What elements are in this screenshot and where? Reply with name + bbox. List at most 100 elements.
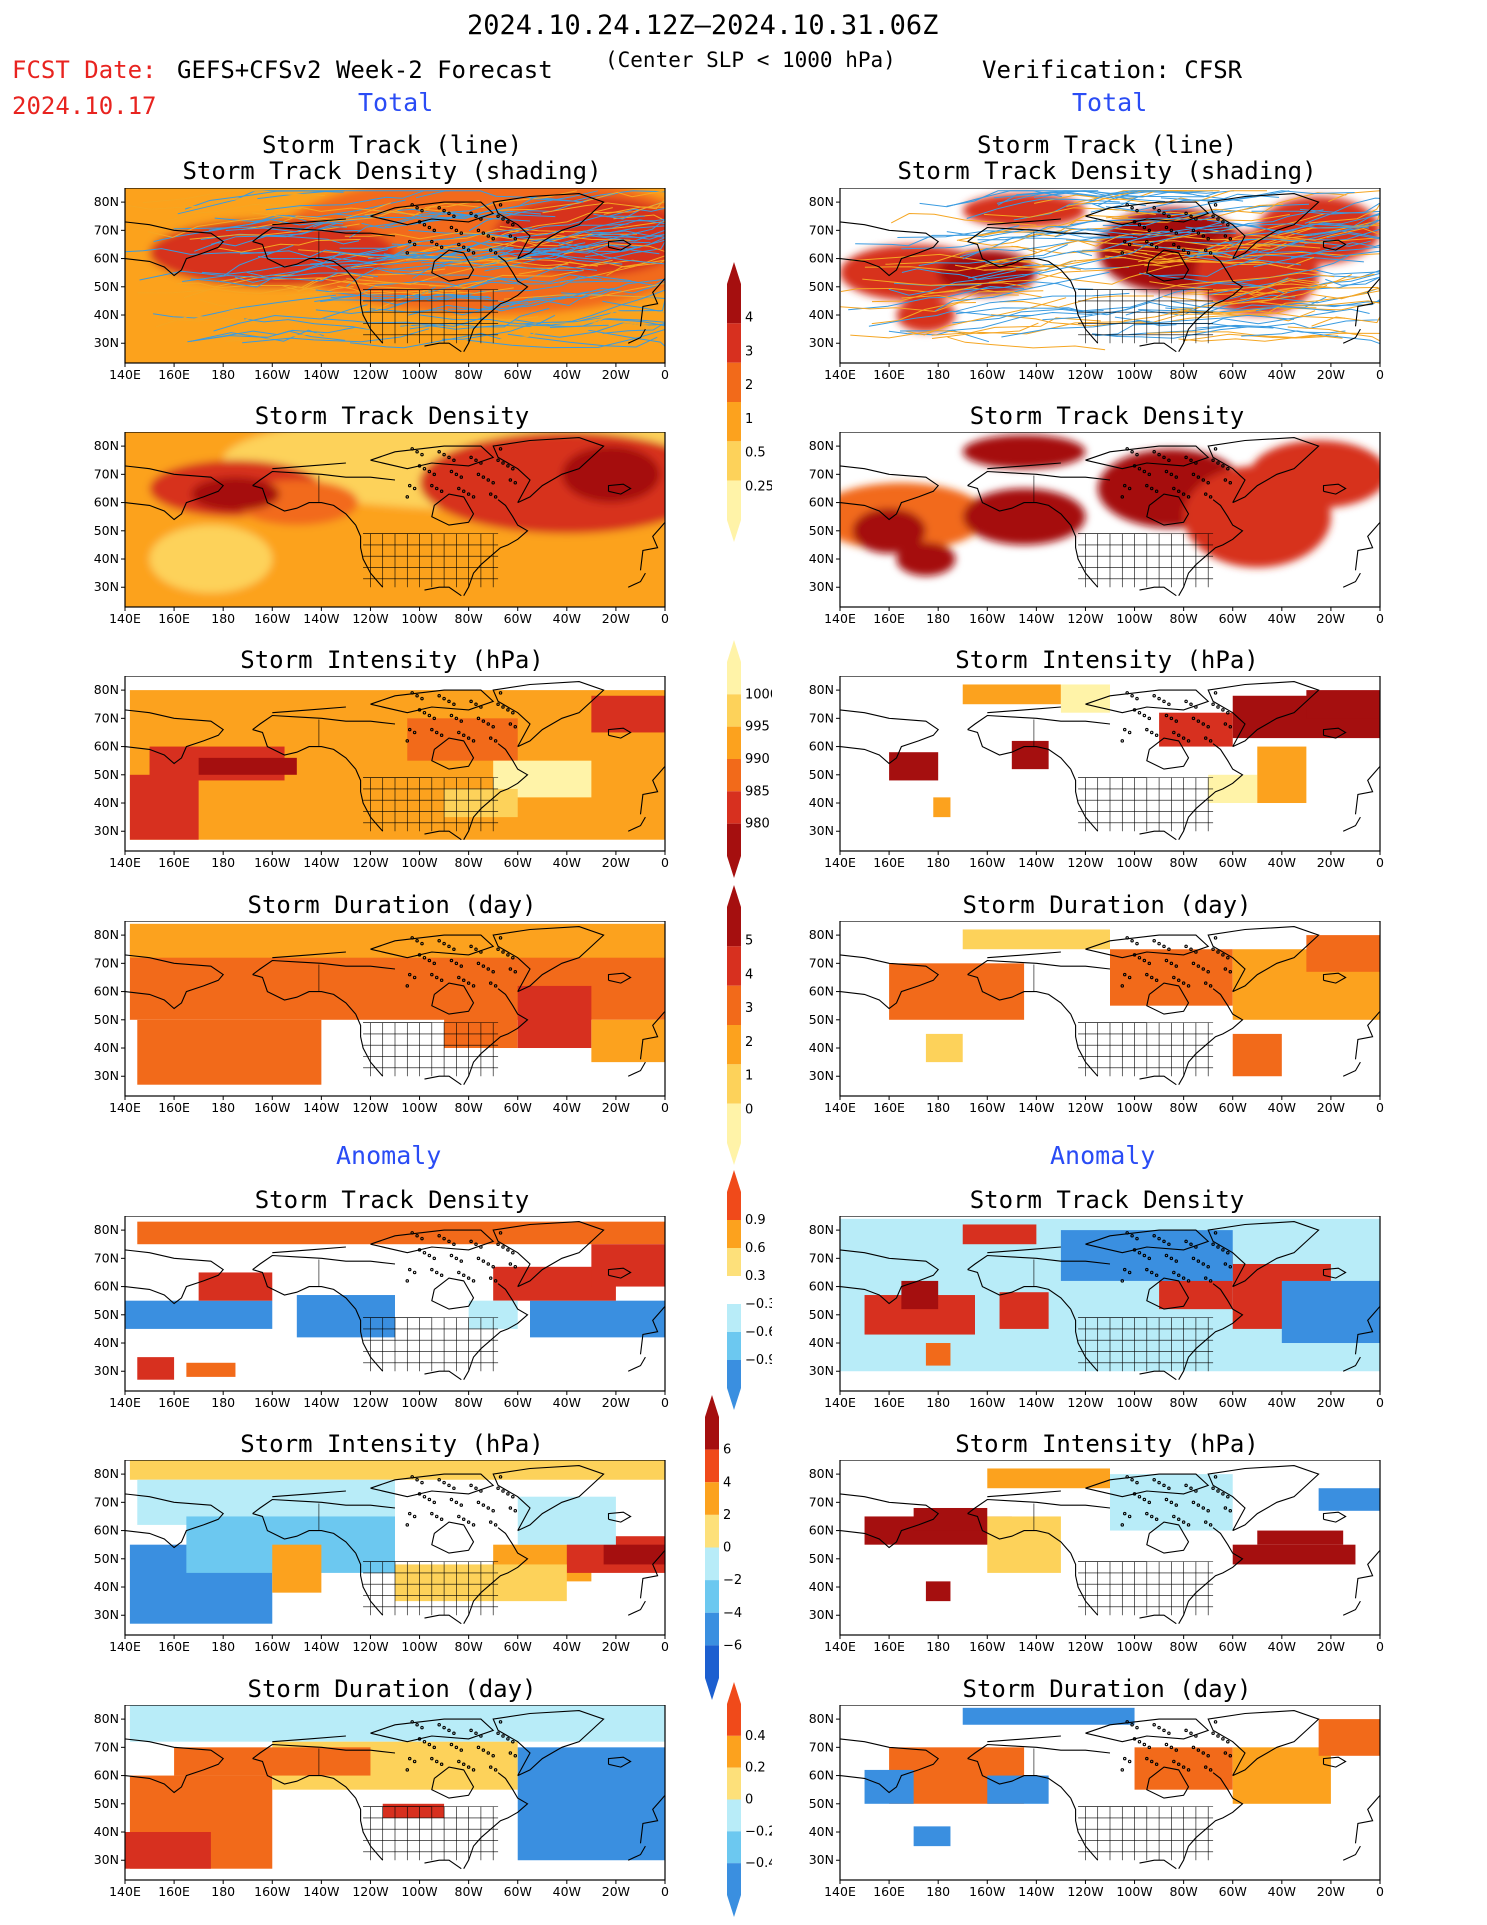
colorbar-svg: 1000 995 990 985 980 <box>727 640 778 878</box>
x-tick-label: 0 <box>1376 1100 1384 1115</box>
section-total-left: Total <box>358 88 434 117</box>
colorbar-density-anom: 0.9 0.6 0.3 −0.3 −0.6 −0.9 <box>712 1170 777 1410</box>
colorbar-top-arrow <box>727 885 741 907</box>
colorbar-swatch <box>705 1514 719 1548</box>
x-tick-label: 120W <box>352 611 388 626</box>
panel-title-density-anom-right: Storm Track Density <box>969 1186 1245 1214</box>
colorbar-label: 0 <box>745 1793 753 1808</box>
y-tick-label: 80N <box>94 1711 119 1726</box>
colorbar-top-arrow <box>727 1682 741 1704</box>
x-tick-label: 120W <box>1067 855 1103 870</box>
x-tick-label: 80W <box>455 367 483 382</box>
panel-title-density-anom-left: Storm Track Density <box>254 1186 530 1214</box>
x-tick-label: 140W <box>303 367 339 382</box>
colorbar-label: −4 <box>723 1606 742 1621</box>
fcst-date-value: 2024.10.17 <box>12 92 157 120</box>
x-tick-label: 180 <box>211 367 235 382</box>
x-tick-label: 60W <box>1219 1639 1247 1654</box>
x-tick-label: 100W <box>1116 611 1152 626</box>
x-tick-label: 160E <box>873 611 905 626</box>
x-tick-label: 80W <box>455 1100 483 1115</box>
colorbar-swatch <box>705 1482 719 1515</box>
x-tick-label: 160E <box>873 1639 905 1654</box>
y-tick-label: 40N <box>94 1040 119 1055</box>
map-svg: 140E 160E 180 160W 140W 120W 100W 80W 60W 40W 20W 0… <box>94 187 669 382</box>
colorbar-swatch <box>727 823 741 856</box>
x-tick-label: 0 <box>1376 1395 1384 1410</box>
colorbar-label: 5 <box>745 934 753 949</box>
colorbar-swatch <box>727 1064 741 1104</box>
y-tick-label: 70N <box>809 1494 834 1509</box>
y-tick-label: 60N <box>94 739 119 754</box>
x-tick-label: 0 <box>661 367 669 382</box>
colorbar-bottom-arrow <box>727 520 741 542</box>
x-tick-label: 100W <box>1116 855 1152 870</box>
x-tick-label: 160E <box>158 1100 190 1115</box>
colorbar-swatch <box>705 1449 719 1483</box>
map-svg: 140E 160E 180 160W 140W 120W 100W 80W 60W 40W 20W 0… <box>94 920 669 1115</box>
x-tick-label: 140E <box>109 1100 141 1115</box>
x-tick-label: 20W <box>1317 367 1345 382</box>
model-label: GEFS+CFSv2 Week-2 Forecast <box>177 56 553 84</box>
x-tick-label: 140E <box>824 1639 856 1654</box>
x-tick-label: 140W <box>1018 611 1054 626</box>
colorbar-top-arrow <box>727 1170 741 1192</box>
x-tick-label: 60W <box>504 1395 532 1410</box>
x-tick-label: 180 <box>211 611 235 626</box>
y-tick-label: 30N <box>809 1363 834 1378</box>
x-tick-label: 140W <box>1018 1884 1054 1899</box>
colorbar-duration-total: 5 4 3 2 1 0 <box>712 885 772 1165</box>
colorbar-swatch <box>727 759 741 792</box>
map-svg: 140E 160E 180 160W 140W 120W 100W 80W 60W 40W 20W 0… <box>809 187 1384 382</box>
colorbar-swatch <box>727 1704 741 1736</box>
y-tick-label: 70N <box>94 1250 119 1265</box>
colorbar-label: −0.6 <box>745 1325 772 1340</box>
x-tick-label: 160E <box>873 367 905 382</box>
map-duration-anom-left: 140E 160E 180 160W 140W 120W 100W 80W 60W 40W 20W 0… <box>80 1704 670 1900</box>
section-anomaly-right: Anomaly <box>1050 1141 1156 1170</box>
map-svg: 140E 160E 180 160W 140W 120W 100W 80W 60W 40W 20W 0… <box>94 431 669 626</box>
colorbar-label: 4 <box>745 311 753 326</box>
colorbar-swatch <box>727 480 741 520</box>
x-tick-label: 120W <box>352 367 388 382</box>
y-tick-label: 40N <box>94 1824 119 1839</box>
y-tick-label: 40N <box>809 551 834 566</box>
x-tick-label: 20W <box>1317 1639 1345 1654</box>
colorbar-swatch <box>727 1276 741 1304</box>
x-tick-label: 100W <box>401 855 437 870</box>
x-tick-label: 140E <box>109 1639 141 1654</box>
colorbar-label: 2 <box>745 1035 753 1050</box>
x-tick-label: 160W <box>969 611 1005 626</box>
colorbar-swatch <box>727 284 741 324</box>
x-tick-label: 80W <box>455 1395 483 1410</box>
map-density-anom-left: 140E 160E 180 160W 140W 120W 100W 80W 60W 40W 20W 0… <box>80 1215 670 1411</box>
y-tick-label: 40N <box>94 551 119 566</box>
colorbar-swatch <box>705 1417 719 1450</box>
x-tick-label: 160W <box>969 1884 1005 1899</box>
map-track-right: 140E 160E 180 160W 140W 120W 100W 80W 60W 40W 20W 0… <box>795 187 1385 383</box>
y-tick-label: 60N <box>809 984 834 999</box>
x-tick-label: 0 <box>661 1884 669 1899</box>
x-tick-label: 80W <box>1170 367 1198 382</box>
x-tick-label: 100W <box>1116 1639 1152 1654</box>
x-tick-label: 0 <box>661 1100 669 1115</box>
x-tick-label: 60W <box>1219 855 1247 870</box>
x-tick-label: 60W <box>504 611 532 626</box>
x-tick-label: 80W <box>1170 855 1198 870</box>
x-tick-label: 20W <box>1317 855 1345 870</box>
y-tick-label: 80N <box>94 1466 119 1481</box>
colorbar-bottom-arrow <box>727 856 741 878</box>
colorbar-svg: 6 4 2 0 −2 −4 −6 <box>705 1395 742 1700</box>
x-tick-label: 140W <box>303 855 339 870</box>
x-tick-label: 0 <box>661 855 669 870</box>
x-tick-label: 160E <box>158 1884 190 1899</box>
colorbar-swatch <box>727 791 741 824</box>
colorbar-bottom-arrow <box>727 1895 741 1917</box>
colorbar-label: −0.3 <box>745 1297 772 1312</box>
y-tick-label: 60N <box>94 1768 119 1783</box>
colorbar-swatch <box>727 1248 741 1276</box>
y-tick-label: 40N <box>94 307 119 322</box>
y-tick-label: 70N <box>809 1739 834 1754</box>
x-tick-label: 100W <box>401 1395 437 1410</box>
x-tick-label: 140E <box>109 367 141 382</box>
